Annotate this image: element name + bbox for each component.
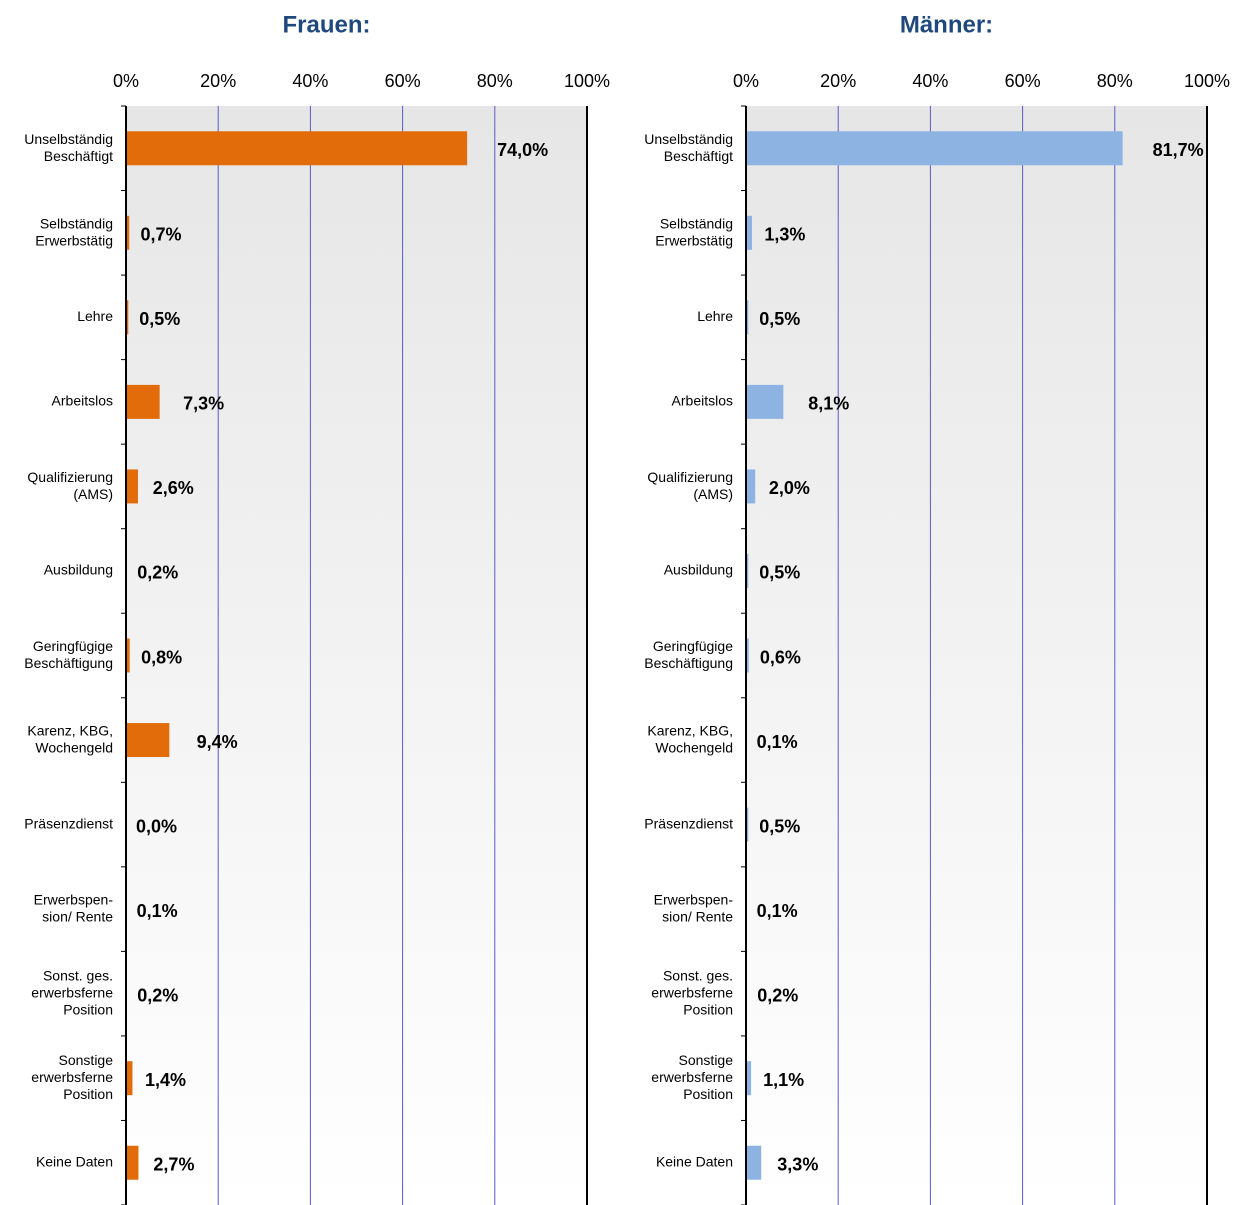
bar <box>126 384 160 419</box>
y-tick-label: Karenz, KBG, Wochengeld <box>647 722 733 755</box>
y-tick-label: Ausbildung <box>664 562 733 578</box>
y-tick-label: Qualifizierung (AMS) <box>647 469 733 502</box>
y-tick-label: Unselbständig Beschäftigt <box>644 130 733 163</box>
value-label: 0,6% <box>760 647 801 667</box>
y-tick-label: Keine Daten <box>36 1153 113 1169</box>
value-label: 1,1% <box>763 1070 804 1090</box>
bar <box>746 131 1123 166</box>
x-tick-label: 20% <box>820 71 856 91</box>
bar <box>126 300 129 335</box>
value-label: 0,5% <box>759 563 800 583</box>
bar <box>126 723 170 758</box>
y-tick-label: Karenz, KBG, Wochengeld <box>27 722 113 755</box>
value-label: 0,1% <box>757 901 798 921</box>
y-tick-label: Erwerbspen-sion/ Rente <box>654 891 734 924</box>
value-label: 0,2% <box>757 985 798 1005</box>
x-tick-label: 20% <box>200 71 236 91</box>
y-tick-label: Unselbständig Beschäftigt <box>24 130 113 163</box>
bar <box>126 469 138 504</box>
value-label: 8,1% <box>808 394 849 414</box>
value-label: 0,2% <box>137 563 178 583</box>
bar <box>746 469 756 504</box>
bar <box>126 1061 133 1096</box>
bar <box>746 553 749 588</box>
x-tick-label: 80% <box>477 71 513 91</box>
y-tick-label: Arbeitslos <box>672 393 733 409</box>
bar <box>746 300 749 335</box>
y-tick-label: Keine Daten <box>656 1153 733 1169</box>
y-tick-label: Lehre <box>697 308 733 324</box>
y-tick-label: Präsenzdienst <box>644 815 733 831</box>
value-label: 0,1% <box>137 901 178 921</box>
y-tick-label: Qualifizierung (AMS) <box>27 469 113 502</box>
bar <box>126 638 130 673</box>
value-label: 3,3% <box>777 1154 818 1174</box>
y-tick-label: Lehre <box>77 308 113 324</box>
value-label: 81,7% <box>1153 140 1204 160</box>
value-label: 0,8% <box>141 647 182 667</box>
y-tick-label: Sonstige erwerbsferne Position <box>651 1052 733 1102</box>
y-tick-label: Geringfügige Beschäftigung <box>644 638 733 671</box>
y-tick-label: Geringfügige Beschäftigung <box>24 638 113 671</box>
x-tick-label: 100% <box>1184 71 1230 91</box>
chart-title: Frauen: <box>282 11 370 38</box>
x-tick-label: 0% <box>733 71 759 91</box>
value-label: 2,0% <box>769 478 810 498</box>
bar <box>126 215 130 250</box>
value-label: 0,0% <box>136 816 177 836</box>
y-tick-label: Arbeitslos <box>52 393 113 409</box>
x-tick-label: 100% <box>564 71 610 91</box>
value-label: 9,4% <box>197 732 238 752</box>
value-label: 1,4% <box>145 1070 186 1090</box>
value-label: 0,7% <box>141 225 182 245</box>
y-tick-label: Sonstige erwerbsferne Position <box>31 1052 113 1102</box>
chart-title: Männer: <box>900 11 993 38</box>
y-tick-label: Selbständig Erwerbstätig <box>655 215 733 248</box>
value-label: 0,5% <box>759 309 800 329</box>
y-tick-label: Präsenzdienst <box>24 815 113 831</box>
y-tick-label: Sonst. ges. erwerbsferne Position <box>31 967 113 1017</box>
bar <box>126 131 468 166</box>
y-tick-label: Erwerbspen-sion/ Rente <box>34 891 114 924</box>
y-tick-label: Selbständig Erwerbstätig <box>35 215 113 248</box>
y-tick-label: Ausbildung <box>44 562 113 578</box>
value-label: 2,7% <box>153 1154 194 1174</box>
plot-area <box>126 106 587 1205</box>
value-label: 7,3% <box>183 394 224 414</box>
bar <box>746 1061 752 1096</box>
bar <box>746 215 752 250</box>
value-label: 0,2% <box>137 985 178 1005</box>
x-tick-label: 60% <box>385 71 421 91</box>
plot-area <box>746 106 1207 1205</box>
value-label: 74,0% <box>497 140 548 160</box>
x-tick-label: 0% <box>113 71 139 91</box>
bar <box>746 807 749 842</box>
value-label: 1,3% <box>764 225 805 245</box>
value-label: 0,5% <box>139 309 180 329</box>
y-tick-label: Sonst. ges. erwerbsferne Position <box>651 967 733 1017</box>
value-label: 0,5% <box>759 816 800 836</box>
x-tick-label: 60% <box>1005 71 1041 91</box>
bar <box>746 384 784 419</box>
bar <box>126 1145 139 1180</box>
bar <box>746 1145 762 1180</box>
bar <box>746 638 749 673</box>
value-label: 0,1% <box>757 732 798 752</box>
x-tick-label: 40% <box>912 71 948 91</box>
x-tick-label: 40% <box>292 71 328 91</box>
x-tick-label: 80% <box>1097 71 1133 91</box>
value-label: 2,6% <box>153 478 194 498</box>
